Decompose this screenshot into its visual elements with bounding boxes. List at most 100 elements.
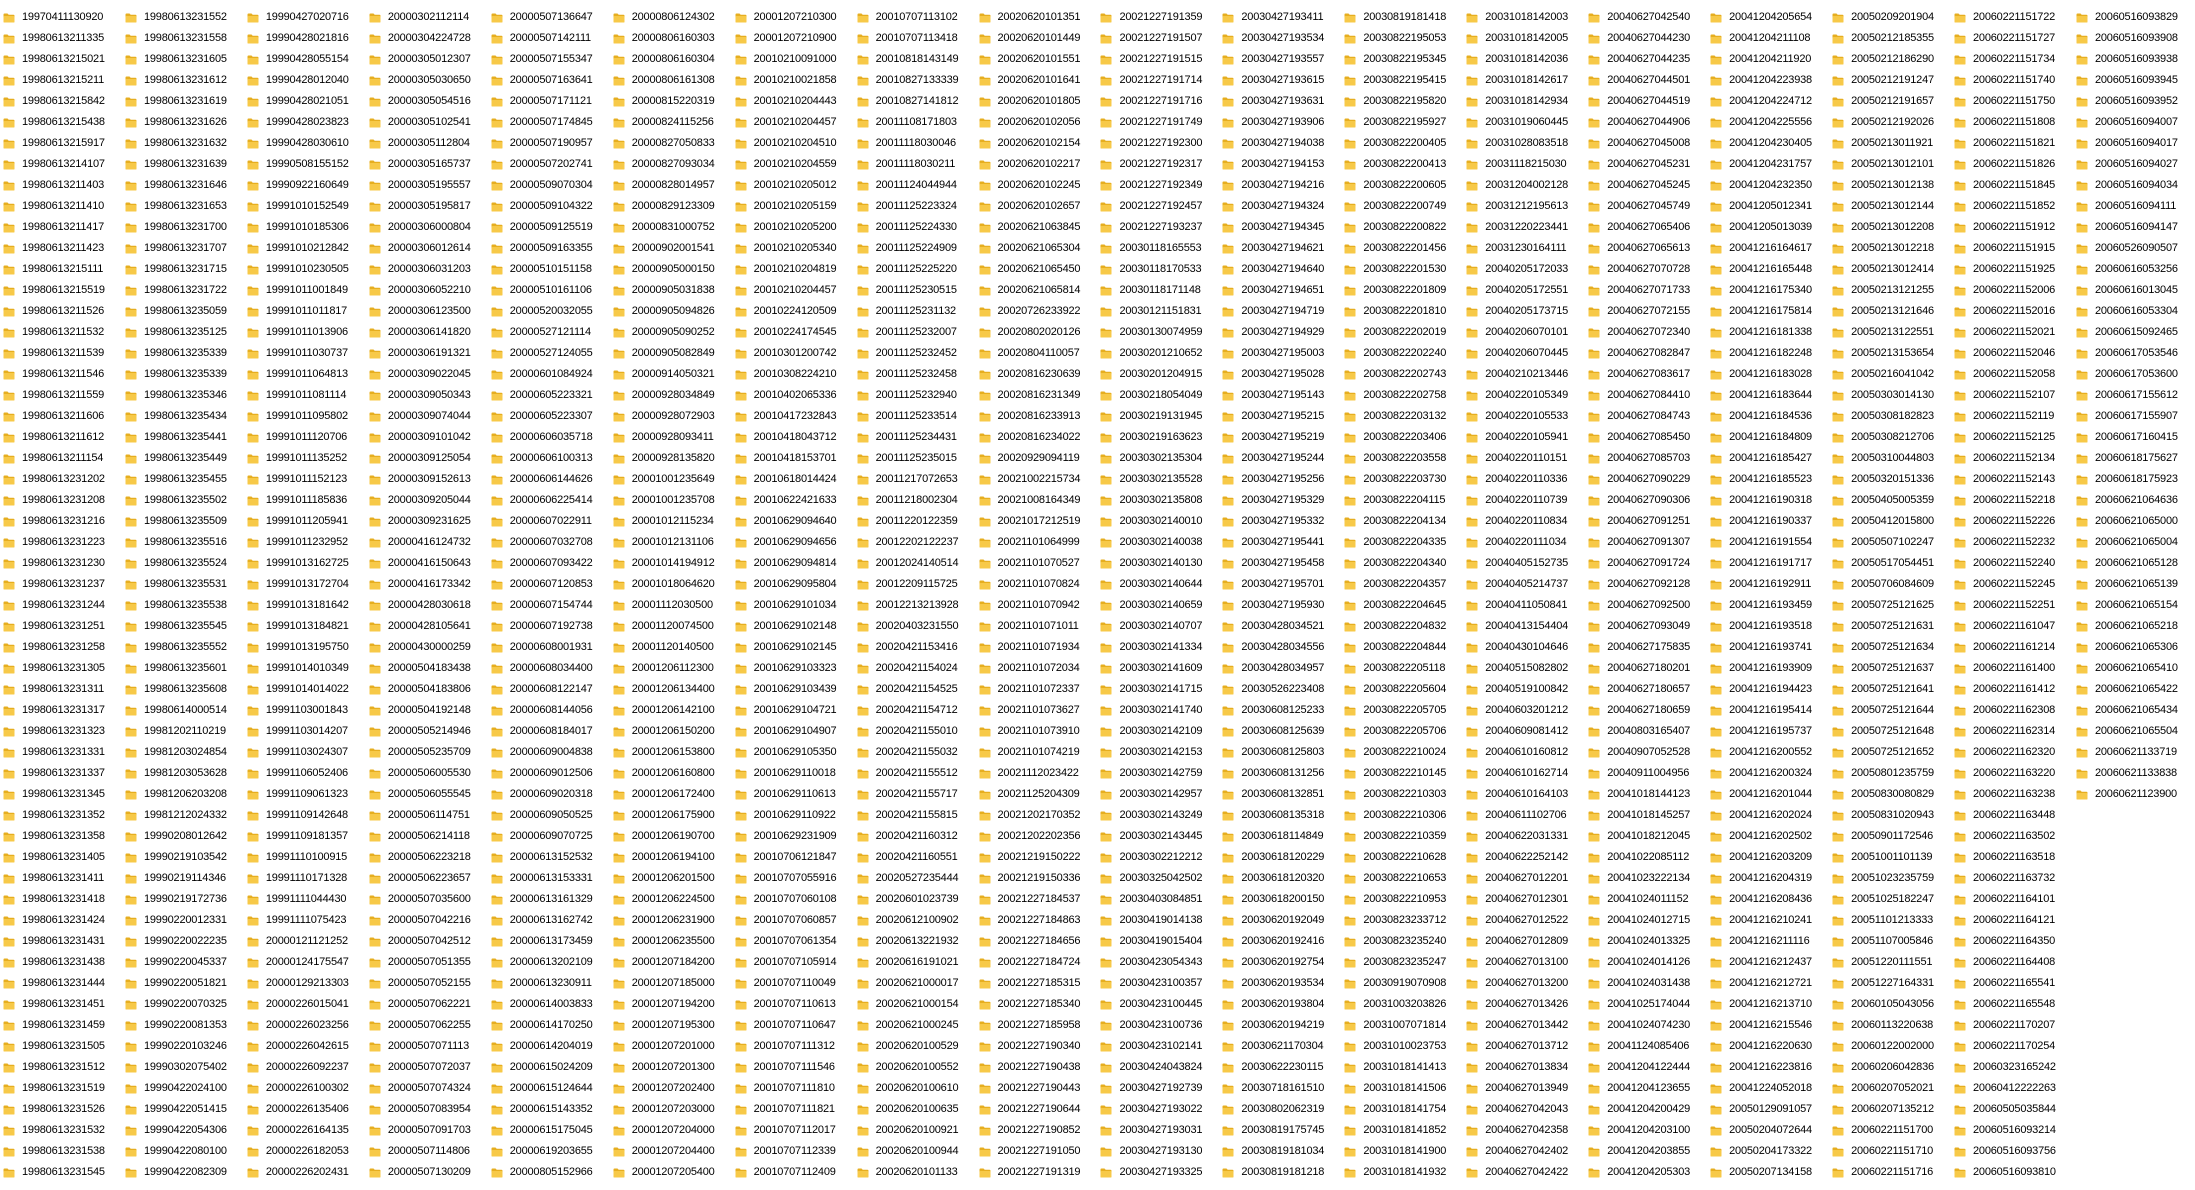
- folder-item[interactable]: 20021002215734: [976, 469, 1098, 490]
- folder-item[interactable]: 19980613215842: [0, 91, 122, 112]
- folder-item[interactable]: 20030822205705: [1341, 700, 1463, 721]
- folder-item[interactable]: 20030819181218: [1219, 1162, 1341, 1183]
- folder-item[interactable]: 20020421155815: [854, 805, 976, 826]
- folder-item[interactable]: 20060221161412: [1951, 679, 2073, 700]
- folder-item[interactable]: 20000309152613: [366, 469, 488, 490]
- folder-item[interactable]: 20050129091057: [1707, 1099, 1829, 1120]
- folder-item[interactable]: 20040627070728: [1585, 259, 1707, 280]
- folder-item[interactable]: 20001012131106: [610, 532, 732, 553]
- folder-item[interactable]: 20010210205340: [732, 238, 854, 259]
- folder-item[interactable]: 19980613231317: [0, 700, 122, 721]
- folder-item[interactable]: 20021202202356: [976, 826, 1098, 847]
- folder-item[interactable]: 20060526090507: [2073, 238, 2195, 259]
- folder-item[interactable]: 20060621065004: [2073, 532, 2195, 553]
- folder-item[interactable]: 20040627091251: [1585, 511, 1707, 532]
- folder-item[interactable]: 20030620193534: [1219, 973, 1341, 994]
- folder-item[interactable]: 19980613231512: [0, 1057, 122, 1078]
- folder-item[interactable]: 20041216210241: [1707, 910, 1829, 931]
- folder-item[interactable]: 20001207202400: [610, 1078, 732, 1099]
- folder-item[interactable]: 20001206235500: [610, 931, 732, 952]
- folder-item[interactable]: 20041204205654: [1707, 7, 1829, 28]
- folder-item[interactable]: 20000305012307: [366, 49, 488, 70]
- folder-item[interactable]: 20001206172400: [610, 784, 732, 805]
- folder-item[interactable]: 20050412015800: [1829, 511, 1951, 532]
- folder-item[interactable]: 20021101071011: [976, 616, 1098, 637]
- folder-item[interactable]: 20041204224712: [1707, 91, 1829, 112]
- folder-item[interactable]: 19980613235524: [122, 553, 244, 574]
- folder-item[interactable]: 20010707110647: [732, 1015, 854, 1036]
- folder-item[interactable]: 20041216194423: [1707, 679, 1829, 700]
- folder-item[interactable]: 19980613231237: [0, 574, 122, 595]
- folder-item[interactable]: 20010417232843: [732, 406, 854, 427]
- folder-item[interactable]: 20000507051355: [366, 952, 488, 973]
- folder-item[interactable]: 20050213121646: [1829, 301, 1951, 322]
- folder-item[interactable]: 20000905031838: [610, 280, 732, 301]
- folder-item[interactable]: 20060221151710: [1829, 1141, 1951, 1162]
- folder-item[interactable]: 20040627091724: [1585, 553, 1707, 574]
- folder-item[interactable]: 20000428030618: [366, 595, 488, 616]
- folder-item[interactable]: 19991010152549: [244, 196, 366, 217]
- folder-item[interactable]: 20012209115725: [854, 574, 976, 595]
- folder-item[interactable]: 20060221162320: [1951, 742, 2073, 763]
- folder-item[interactable]: 20000928135820: [610, 448, 732, 469]
- folder-item[interactable]: 19980613215021: [0, 49, 122, 70]
- folder-item[interactable]: 20060617155612: [2073, 385, 2195, 406]
- folder-item[interactable]: 20030608125803: [1219, 742, 1341, 763]
- folder-item[interactable]: 20060621065422: [2073, 679, 2195, 700]
- folder-item[interactable]: 20010629105350: [732, 742, 854, 763]
- folder-item[interactable]: 20041204203855: [1585, 1141, 1707, 1162]
- folder-item[interactable]: 20010210204443: [732, 91, 854, 112]
- folder-item[interactable]: 20011118030046: [854, 133, 976, 154]
- folder-item[interactable]: 19991109061323: [244, 784, 366, 805]
- folder-item[interactable]: 20030822210024: [1341, 742, 1463, 763]
- folder-item[interactable]: 20030302135808: [1097, 490, 1219, 511]
- folder-item[interactable]: 20060221163238: [1951, 784, 2073, 805]
- folder-item[interactable]: 19980613211559: [0, 385, 122, 406]
- folder-item[interactable]: 20060221152134: [1951, 448, 2073, 469]
- folder-item[interactable]: 20021227193237: [1097, 217, 1219, 238]
- folder-item[interactable]: 20060221151915: [1951, 238, 2073, 259]
- folder-item[interactable]: 20020620100921: [854, 1120, 976, 1141]
- folder-item[interactable]: 19980613231311: [0, 679, 122, 700]
- folder-item[interactable]: 20000306031203: [366, 259, 488, 280]
- folder-item[interactable]: 20010618014424: [732, 469, 854, 490]
- folder-item[interactable]: 20040627042402: [1463, 1141, 1585, 1162]
- folder-item[interactable]: 20040411050841: [1463, 595, 1585, 616]
- folder-item[interactable]: 20010629094814: [732, 553, 854, 574]
- folder-item[interactable]: 20060221152232: [1951, 532, 2073, 553]
- folder-item[interactable]: 20060516094111: [2073, 196, 2195, 217]
- folder-item[interactable]: 20000507071113: [366, 1036, 488, 1057]
- folder-item[interactable]: 20000507174845: [488, 112, 610, 133]
- folder-item[interactable]: 20020620102657: [976, 196, 1098, 217]
- folder-item[interactable]: 19980613215111: [0, 259, 122, 280]
- folder-item[interactable]: 20000606035718: [488, 427, 610, 448]
- folder-item[interactable]: 19990922160649: [244, 175, 366, 196]
- folder-item[interactable]: 19991011135252: [244, 448, 366, 469]
- folder-item[interactable]: 19990422054306: [122, 1120, 244, 1141]
- folder-item[interactable]: 20021227192349: [1097, 175, 1219, 196]
- folder-item[interactable]: 20000827093034: [610, 154, 732, 175]
- folder-item[interactable]: 20020421154024: [854, 658, 976, 679]
- folder-item[interactable]: 20031212195613: [1463, 196, 1585, 217]
- folder-item[interactable]: 20041216185427: [1707, 448, 1829, 469]
- folder-item[interactable]: 20030919070908: [1341, 973, 1463, 994]
- folder-item[interactable]: 19991109142648: [244, 805, 366, 826]
- folder-item[interactable]: 20041216184809: [1707, 427, 1829, 448]
- folder-item[interactable]: 19991011001849: [244, 280, 366, 301]
- folder-item[interactable]: 20020620101805: [976, 91, 1098, 112]
- folder-item[interactable]: 20041216208436: [1707, 889, 1829, 910]
- folder-item[interactable]: 20040515082802: [1463, 658, 1585, 679]
- folder-item[interactable]: 20060122002000: [1829, 1036, 1951, 1057]
- folder-item[interactable]: 20050725121644: [1829, 700, 1951, 721]
- folder-item[interactable]: 20000309074044: [366, 406, 488, 427]
- folder-item[interactable]: 20031204002128: [1463, 175, 1585, 196]
- folder-item[interactable]: 19990220081353: [122, 1015, 244, 1036]
- folder-item[interactable]: 19980613231405: [0, 847, 122, 868]
- folder-item[interactable]: 20040627042043: [1463, 1099, 1585, 1120]
- folder-item[interactable]: 20010827133339: [854, 70, 976, 91]
- folder-item[interactable]: 20030620192416: [1219, 931, 1341, 952]
- folder-item[interactable]: 20040220105349: [1463, 385, 1585, 406]
- folder-item[interactable]: 20040627013834: [1463, 1057, 1585, 1078]
- folder-item[interactable]: 20000504183438: [366, 658, 488, 679]
- folder-item[interactable]: 19990428021816: [244, 28, 366, 49]
